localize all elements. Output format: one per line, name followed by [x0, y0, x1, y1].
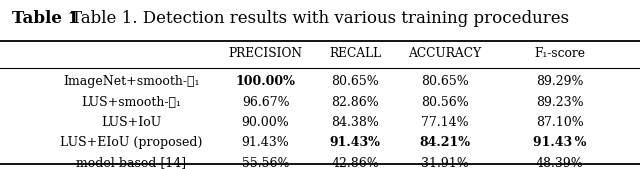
Text: LUS+smooth-ℓ₁: LUS+smooth-ℓ₁ — [81, 96, 181, 109]
Text: PRECISION: PRECISION — [228, 47, 303, 60]
Text: F₁-score: F₁-score — [534, 47, 586, 60]
Text: 80.56%: 80.56% — [421, 96, 468, 109]
Text: 31.91%: 31.91% — [421, 157, 468, 169]
Text: 87.10%: 87.10% — [536, 116, 584, 129]
Text: ACCURACY: ACCURACY — [408, 47, 481, 60]
Text: RECALL: RECALL — [329, 47, 381, 60]
Text: LUS+EIoU (proposed): LUS+EIoU (proposed) — [60, 136, 202, 149]
Text: 90.00%: 90.00% — [242, 116, 289, 129]
Text: 84.38%: 84.38% — [332, 116, 379, 129]
Text: 91.43%: 91.43% — [242, 136, 289, 149]
Text: 80.65%: 80.65% — [332, 76, 379, 88]
Text: 48.39%: 48.39% — [536, 157, 584, 169]
Text: 91.43 %: 91.43 % — [533, 136, 587, 149]
Text: Table 1: Table 1 — [12, 10, 79, 27]
Text: model-based [14]: model-based [14] — [76, 157, 186, 169]
Text: 80.65%: 80.65% — [421, 76, 468, 88]
Text: 91.43%: 91.43% — [330, 136, 381, 149]
Text: 100.00%: 100.00% — [236, 76, 296, 88]
Text: 82.86%: 82.86% — [332, 96, 379, 109]
Text: ImageNet+smooth-ℓ₁: ImageNet+smooth-ℓ₁ — [63, 76, 200, 88]
Text: 84.21%: 84.21% — [419, 136, 470, 149]
Text: 55.56%: 55.56% — [242, 157, 289, 169]
Text: 96.67%: 96.67% — [242, 96, 289, 109]
Text: 89.29%: 89.29% — [536, 76, 584, 88]
Text: LUS+IoU: LUS+IoU — [101, 116, 161, 129]
Text: 89.23%: 89.23% — [536, 96, 584, 109]
Text: 42.86%: 42.86% — [332, 157, 379, 169]
Text: Table 1. Detection results with various training procedures: Table 1. Detection results with various … — [71, 10, 569, 27]
Text: 77.14%: 77.14% — [421, 116, 468, 129]
